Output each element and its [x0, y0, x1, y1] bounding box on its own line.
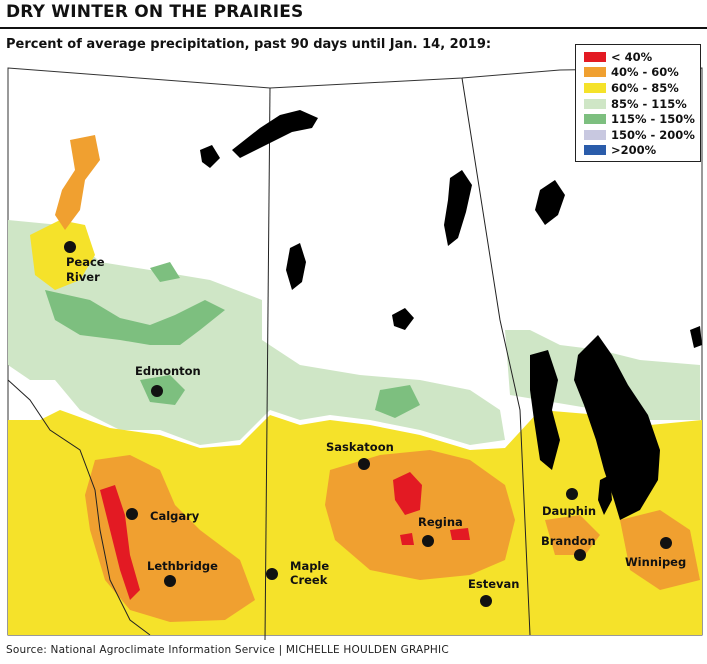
source-credit: Source: National Agroclimate Information… — [6, 644, 449, 656]
zone-115-150-small — [150, 262, 180, 282]
lake-small-north — [200, 145, 220, 168]
lake-reindeer — [444, 170, 472, 246]
city-maple-creek: Maple Creek — [266, 559, 329, 587]
legend-label: 40% - 60% — [611, 65, 679, 80]
svg-text:Calgary: Calgary — [150, 509, 200, 523]
legend-item: 85% - 115% — [584, 96, 700, 112]
legend-item: < 40% — [584, 49, 700, 65]
svg-text:Regina: Regina — [418, 515, 463, 529]
legend-label: < 40% — [611, 49, 653, 64]
city-lethbridge: Lethbridge — [147, 559, 218, 587]
map-subtitle: Percent of average precipitation, past 9… — [6, 37, 492, 52]
svg-text:Creek: Creek — [290, 573, 328, 587]
zone-below-40-regina — [393, 472, 422, 515]
map-legend: < 40% 40% - 60% 60% - 85% 85% - 115% 115… — [575, 44, 701, 162]
svg-text:River: River — [66, 270, 100, 284]
zone-115-150-east — [375, 385, 420, 418]
zone-115-150-north — [45, 290, 225, 345]
lake-northeast — [535, 180, 565, 225]
legend-swatch — [584, 145, 606, 156]
city-calgary: Calgary — [126, 508, 200, 523]
legend-item: 115% - 150% — [584, 111, 700, 127]
city-saskatoon: Saskatoon — [326, 440, 394, 470]
legend-swatch — [584, 82, 606, 93]
zone-below-40-alberta — [100, 485, 140, 600]
zone-below-40-regina-east — [450, 528, 470, 540]
legend-swatch — [584, 129, 606, 140]
city-dauphin: Dauphin — [542, 488, 596, 518]
svg-text:Lethbridge: Lethbridge — [147, 559, 218, 573]
legend-label: 85% - 115% — [611, 96, 687, 111]
legend-item: 60% - 85% — [584, 80, 700, 96]
svg-text:Brandon: Brandon — [541, 534, 596, 548]
city-regina: Regina — [418, 515, 463, 547]
lake-manitoba — [598, 475, 612, 515]
border-alberta-saskatchewan — [264, 87, 271, 641]
zone-40-60-winnipeg — [620, 510, 700, 590]
lake-central — [286, 243, 306, 290]
map-title: DRY WINTER ON THE PRAIRIES — [6, 2, 304, 22]
legend-label: >200% — [611, 143, 657, 158]
svg-text:Saskatoon: Saskatoon — [326, 440, 394, 454]
lake-winnipegosis — [530, 350, 560, 470]
legend-label: 115% - 150% — [611, 112, 695, 127]
legend-label: 60% - 85% — [611, 80, 679, 95]
zone-below-40-regina-west — [400, 533, 414, 545]
lake-small-east — [690, 326, 702, 348]
city-brandon: Brandon — [541, 534, 596, 561]
legend-item: 40% - 60% — [584, 65, 700, 81]
legend-swatch — [584, 114, 606, 125]
legend-item: >200% — [584, 143, 700, 159]
legend-label: 150% - 200% — [611, 127, 695, 142]
border-saskatchewan-manitoba — [461, 77, 531, 636]
legend-swatch — [584, 98, 606, 109]
svg-text:Dauphin: Dauphin — [542, 504, 596, 518]
zone-40-60-manitoba — [545, 515, 600, 555]
city-edmonton: Edmonton — [135, 364, 201, 397]
lake-athabasca — [232, 110, 318, 158]
title-divider — [0, 27, 707, 29]
city-peace-river: Peace River — [64, 241, 105, 284]
svg-text:Estevan: Estevan — [468, 577, 519, 591]
city-winnipeg: Winnipeg — [625, 537, 686, 569]
svg-text:Edmonton: Edmonton — [135, 364, 201, 378]
svg-text:Peace: Peace — [66, 255, 105, 269]
legend-item: 150% - 200% — [584, 127, 700, 143]
border-alberta-bc — [7, 379, 151, 636]
svg-text:Maple: Maple — [290, 559, 329, 573]
zone-85-115-north — [8, 220, 505, 445]
legend-swatch — [584, 67, 606, 78]
lake-lac-la-ronge — [392, 308, 414, 330]
city-estevan: Estevan — [468, 577, 519, 607]
legend-swatch — [584, 51, 606, 62]
zone-40-60-peace-river — [55, 135, 100, 230]
svg-text:Winnipeg: Winnipeg — [625, 555, 686, 569]
zone-60-85-peace-river — [30, 220, 95, 290]
lake-winnipeg — [574, 335, 660, 520]
zone-40-60-saskatchewan — [325, 450, 515, 580]
